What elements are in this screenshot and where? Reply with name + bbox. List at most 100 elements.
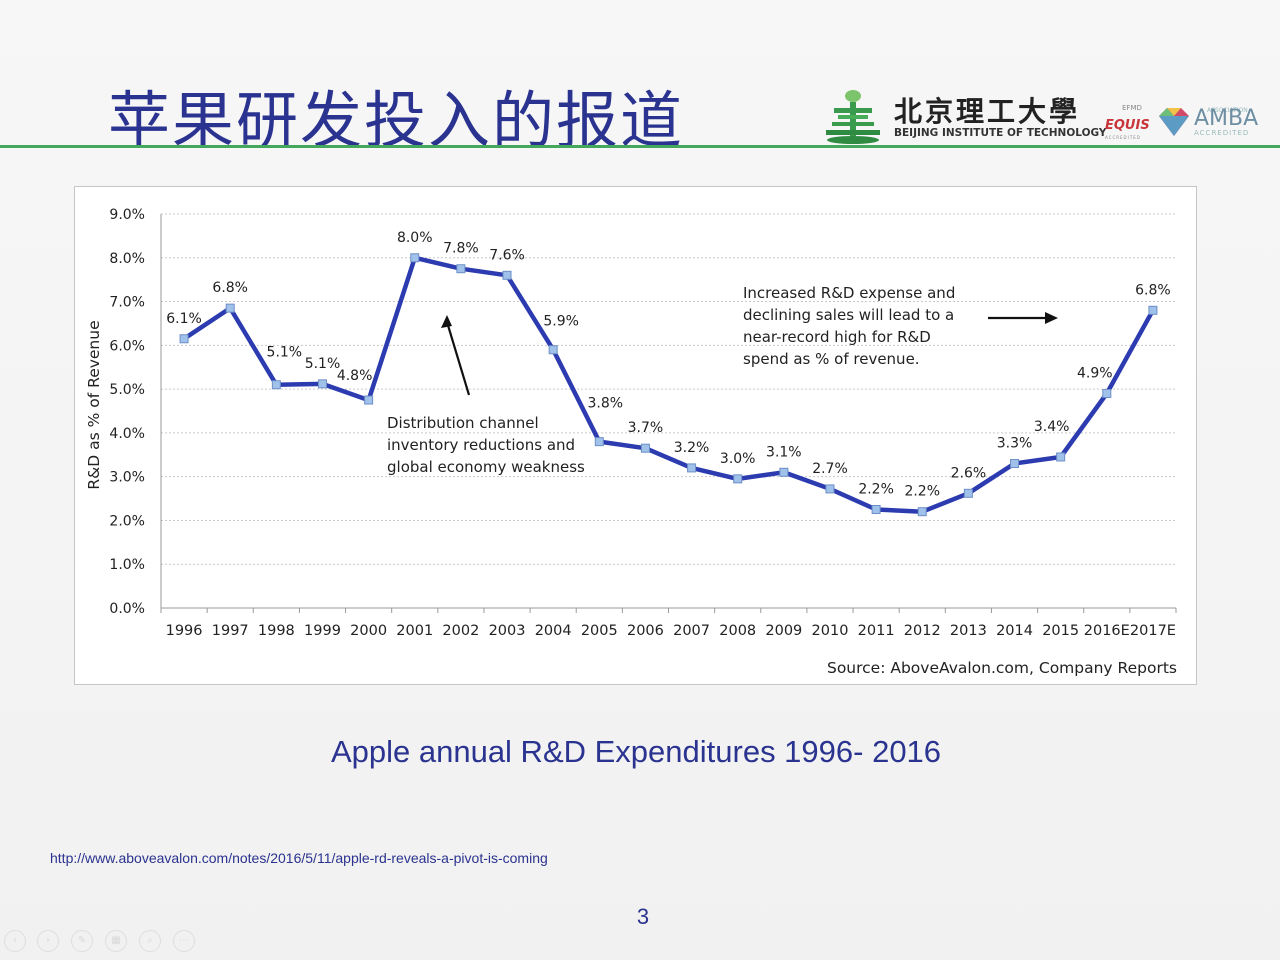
x-tick-label: 2008	[719, 623, 756, 639]
bit-name-en: BEIJING INSTITUTE OF TECHNOLOGY	[894, 127, 1107, 139]
annotation-line: spend as % of revenue.	[743, 350, 920, 368]
data-label: 4.8%	[337, 368, 373, 384]
annotation-line: Increased R&D expense and	[743, 284, 955, 302]
data-point	[364, 395, 374, 405]
arrow-up-icon	[441, 315, 471, 396]
amba-diamond-icon	[1159, 108, 1189, 136]
data-point	[317, 379, 327, 389]
annotation-line: declining sales will lead to a	[743, 306, 954, 324]
y-axis-label: R&D as % of Revenue	[85, 320, 103, 489]
x-tick-label: 2017E	[1130, 623, 1176, 639]
y-tick-label: 7.0%	[109, 295, 145, 311]
y-tick-label: 2.0%	[109, 513, 145, 529]
x-tick-label: 2007	[673, 623, 710, 639]
amba-association: ASSOCIATION	[1207, 107, 1248, 114]
y-tick-label: 6.0%	[109, 338, 145, 354]
x-tick-label: 1997	[212, 623, 249, 639]
x-tick-label: 2003	[489, 623, 526, 639]
chart: 0.0% 1.0% 2.0% 3.0% 4.0% 5.0% 6.0% 7.0% 8.0% 9.0%…	[85, 207, 1177, 677]
data-point	[594, 437, 604, 447]
data-label: 7.8%	[443, 241, 479, 257]
title-rule	[0, 145, 1280, 148]
annotation-line: Distribution channel	[387, 414, 539, 432]
data-point	[502, 270, 512, 280]
x-tick-label: 2005	[581, 623, 618, 639]
bit-emblem-icon	[826, 90, 880, 144]
data-label: 3.8%	[588, 396, 624, 412]
y-tick-label: 3.0%	[109, 470, 145, 486]
x-tick-label: 2006	[627, 623, 664, 639]
equis-accredited: ACCREDITED	[1105, 135, 1141, 140]
data-point	[548, 345, 558, 355]
data-label: 8.0%	[397, 230, 433, 246]
logo-area: 北京理工大學 BEIJING INSTITUTE OF TECHNOLOGY E…	[822, 84, 1262, 146]
data-label: 6.8%	[212, 280, 248, 296]
x-tick-label: 2010	[812, 623, 849, 639]
chart-caption: Apple annual R&D Expenditures 1996- 2016	[330, 734, 942, 769]
x-tick-label: 2001	[396, 623, 433, 639]
data-label: 3.4%	[1034, 419, 1070, 435]
data-label: 2.2%	[858, 482, 894, 498]
chart-source: Source: AboveAvalon.com, Company Reports	[827, 659, 1177, 677]
slides-grid-icon[interactable]: ▦	[105, 930, 127, 952]
y-tick-label: 9.0%	[109, 207, 145, 223]
data-point	[779, 467, 789, 477]
data-label: 4.9%	[1077, 365, 1113, 381]
data-label: 2.2%	[904, 484, 940, 500]
data-point	[917, 507, 927, 517]
annotation-line: global economy weakness	[387, 458, 585, 476]
data-point	[825, 484, 835, 494]
x-tick-label: 2011	[858, 623, 895, 639]
chart-frame: 0.0% 1.0% 2.0% 3.0% 4.0% 5.0% 6.0% 7.0% 8.0% 9.0%…	[74, 186, 1197, 685]
annotation-line: near-record high for R&D	[743, 328, 931, 346]
slide-title: 苹果研发投入的报道	[108, 84, 685, 157]
data-point	[733, 474, 743, 484]
efmd-label: EFMD	[1122, 104, 1142, 112]
x-tick-label: 2000	[350, 623, 387, 639]
x-tick-label: 2014	[996, 623, 1033, 639]
data-label: 5.1%	[267, 345, 303, 361]
annotation-left: Distribution channel inventory reductions…	[387, 414, 585, 476]
data-point	[179, 334, 189, 344]
data-point	[271, 380, 281, 390]
data-label: 6.1%	[166, 311, 202, 327]
next-slide-icon[interactable]: ›	[37, 930, 59, 952]
amba-accredited: ACCREDITED	[1194, 129, 1250, 137]
data-label: 2.7%	[812, 461, 848, 477]
data-point	[225, 303, 235, 313]
x-tick-label: 1998	[258, 623, 295, 639]
pen-icon[interactable]: ✎	[71, 930, 93, 952]
data-point	[456, 264, 466, 274]
x-tick-label: 2009	[765, 623, 802, 639]
annotation-line: inventory reductions and	[387, 436, 575, 454]
x-tick-label: 1996	[166, 623, 203, 639]
data-point	[963, 488, 973, 498]
more-options-icon[interactable]: ⋯	[173, 930, 195, 952]
source-url-link[interactable]: http://www.aboveavalon.com/notes/2016/5/…	[50, 850, 548, 866]
y-tick-label: 1.0%	[109, 557, 145, 573]
x-tick-label: 2004	[535, 623, 572, 639]
y-tick-label: 0.0%	[109, 601, 145, 617]
y-tick-label: 4.0%	[109, 426, 145, 442]
x-tick-label: 2012	[904, 623, 941, 639]
data-point	[1102, 388, 1112, 398]
data-point	[1010, 459, 1020, 469]
data-label: 5.9%	[543, 314, 579, 330]
data-point	[1148, 305, 1158, 315]
data-label: 6.8%	[1135, 282, 1171, 298]
data-point	[1056, 452, 1066, 462]
data-label: 2.6%	[951, 465, 987, 481]
y-tick-label: 5.0%	[109, 382, 145, 398]
page-number: 3	[636, 904, 650, 929]
data-label: 3.1%	[766, 444, 802, 460]
prev-slide-icon[interactable]: ‹	[4, 930, 26, 952]
zoom-icon[interactable]: ⌕	[139, 930, 161, 952]
data-point	[410, 253, 420, 263]
bit-name: 北京理工大學	[894, 95, 1081, 128]
data-label: 3.0%	[720, 451, 756, 467]
data-label: 7.6%	[489, 247, 525, 263]
amba-label: AMBA	[1194, 106, 1259, 131]
presentation-toolbar: ‹ › ✎ ▦ ⌕ ⋯	[4, 930, 204, 956]
